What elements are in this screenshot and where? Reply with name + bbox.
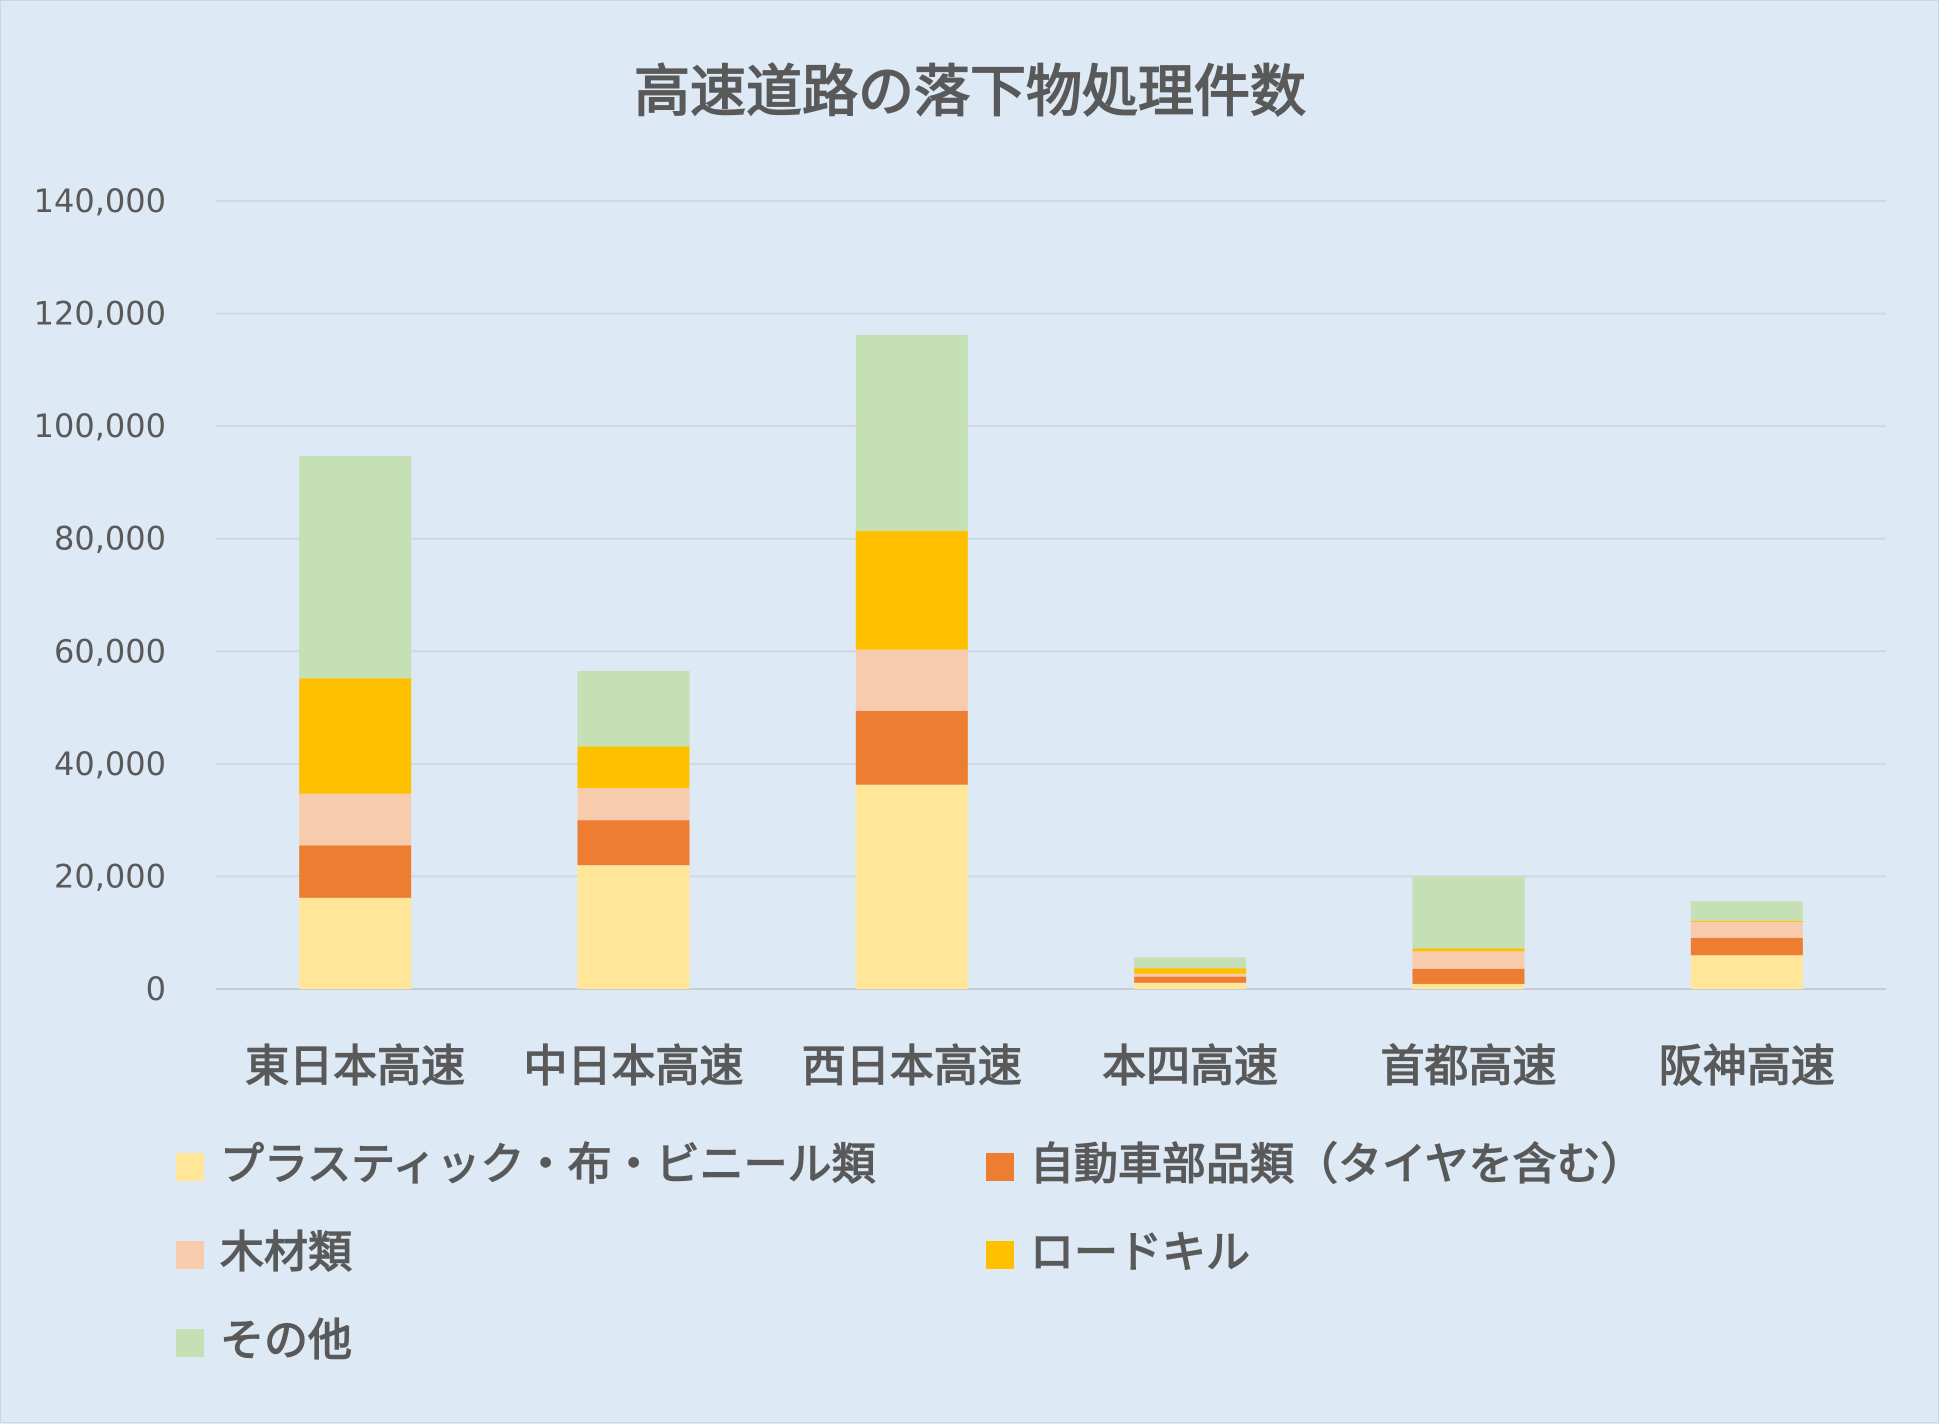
legend-label: 自動車部品類（タイヤを含む） [1030,1139,1645,1190]
bar-segment [1134,957,1247,969]
legend-label: ロードキル [1030,1227,1250,1278]
bar-segment [1690,922,1803,938]
y-tick-label: 100,000 [34,407,166,445]
bar-segment [1134,982,1247,989]
x-tick-label: 本四高速 [1102,1041,1278,1092]
bar-segment [1690,955,1803,989]
y-tick-label: 120,000 [34,295,166,333]
bars [299,334,1803,989]
bar-segment [577,788,690,821]
bar-segment [1134,968,1247,974]
bar-segment [1134,976,1247,983]
bar-segment [855,334,968,531]
y-tick-label: 20,000 [54,857,166,895]
y-axis-ticks: 0 20,000 40,000 60,000 80,000 100,000 120,000 1… [34,182,166,1008]
y-tick-label: 0 [146,970,166,1008]
x-tick-label: 阪神高速 [1659,1041,1835,1092]
x-tick-label: 首都高速 [1381,1041,1557,1092]
x-tick-label: 中日本高速 [524,1041,744,1092]
bar-segment [855,530,968,650]
bar-segment [1412,948,1525,952]
bar-segment [1690,937,1803,956]
gridlines [216,200,1886,990]
x-tick-label: 西日本高速 [802,1041,1022,1092]
bar-segment [1412,983,1525,989]
bar-segment [1412,876,1525,949]
bar-segment [855,649,968,711]
x-axis-ticks: 東日本高速 中日本高速 西日本高速 本四高速 首都高速 阪神高速 [245,1041,1835,1092]
legend-label: 木材類 [220,1227,353,1278]
bar-segment [855,784,968,989]
legend-swatch [176,1329,204,1357]
bar-segment [1690,920,1803,923]
bar-segment [299,845,412,898]
bar-segment [855,710,968,785]
y-tick-label: 140,000 [34,182,166,220]
bar-segment [299,455,412,679]
bar-segment [1412,951,1525,969]
legend-label: その他 [220,1315,352,1366]
y-tick-label: 60,000 [54,632,166,670]
x-tick-label: 東日本高速 [245,1041,465,1092]
chart-title: 高速道路の落下物処理件数 [634,60,1306,125]
bar-segment [1690,901,1803,921]
y-tick-label: 80,000 [54,520,166,558]
legend-swatch [176,1241,204,1269]
bar-segment [1412,968,1525,984]
legend-swatch [986,1241,1014,1269]
bar-segment [577,670,690,747]
bar-segment [299,897,412,989]
bar-segment [577,746,690,789]
bar-segment [1134,973,1247,977]
legend-swatch [176,1153,204,1181]
bar-segment [577,820,690,866]
y-tick-label: 40,000 [54,745,166,783]
bar-segment [299,793,412,846]
bar-segment [299,678,412,794]
legend-swatch [986,1153,1014,1181]
bar-segment [577,865,690,989]
legend-label: プラスティック・布・ビニール類 [220,1139,877,1190]
